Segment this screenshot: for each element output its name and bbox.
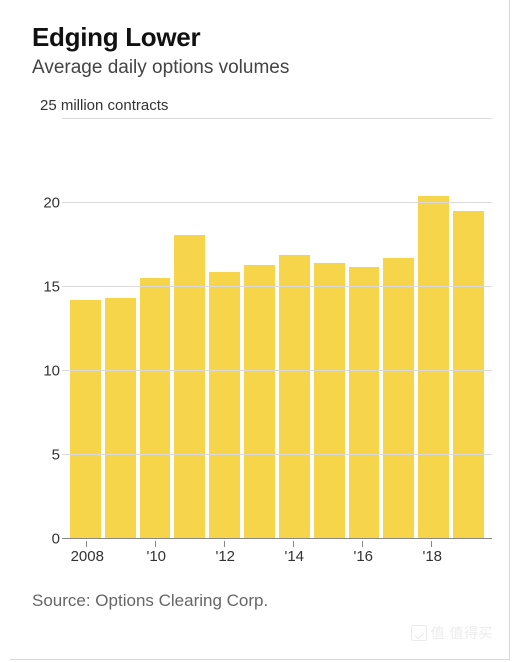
x-slot [105, 541, 140, 565]
x-slot: '12 [208, 541, 243, 565]
gridline [62, 370, 492, 371]
x-tick-label: 2008 [71, 548, 104, 565]
x-slot: '16 [346, 541, 381, 565]
x-slot: '14 [277, 541, 312, 565]
watermark-text: 值 值得买 [431, 623, 493, 643]
plot-region: 05101520 [62, 119, 492, 539]
chart-subtitle: Average daily options volumes [32, 57, 489, 79]
y-axis-unit-label: 25 million contracts [40, 97, 168, 114]
source-text: Source: Options Clearing Corp. [32, 591, 489, 611]
bar [349, 267, 380, 539]
chart-area: 25 million contracts 05101520 2008'10'12… [32, 97, 492, 567]
x-tick [362, 541, 363, 547]
chart-card: Edging Lower Average daily options volum… [10, 0, 510, 660]
y-tick-label: 20 [38, 195, 60, 212]
gridline [62, 202, 492, 203]
x-axis-line [62, 538, 492, 539]
y-tick-label: 10 [38, 363, 60, 380]
bar [70, 300, 101, 538]
bar [383, 258, 414, 538]
y-tick-label: 5 [38, 447, 60, 464]
x-tick-label: '14 [284, 548, 304, 565]
bar [279, 255, 310, 538]
gridline [62, 118, 492, 119]
x-tick-label: '16 [353, 548, 373, 565]
x-tick [155, 541, 156, 547]
x-slot [450, 541, 485, 565]
bar [418, 196, 449, 538]
x-slot [174, 541, 209, 565]
x-tick-label: '10 [146, 548, 166, 565]
x-tick [86, 541, 87, 547]
bar [105, 298, 136, 538]
gridline [62, 286, 492, 287]
bar [314, 263, 345, 538]
watermark-check-icon [411, 625, 427, 641]
bar [140, 278, 171, 538]
y-tick-label: 0 [38, 531, 60, 548]
bar [453, 211, 484, 538]
x-slot: '18 [415, 541, 450, 565]
x-axis-labels: 2008 '10 '12 '14 '16 '18 [62, 541, 492, 565]
bars-container [62, 119, 492, 539]
x-tick [224, 541, 225, 547]
x-slot: '10 [139, 541, 174, 565]
x-tick-label: '12 [215, 548, 235, 565]
gridline [62, 454, 492, 455]
bar [209, 272, 240, 538]
y-tick-label: 15 [38, 279, 60, 296]
x-slot [381, 541, 416, 565]
bar [244, 265, 275, 538]
x-slot: 2008 [70, 541, 105, 565]
x-slot [243, 541, 278, 565]
x-tick-label: '18 [422, 548, 442, 565]
x-tick [431, 541, 432, 547]
watermark: 值 值得买 [411, 623, 493, 643]
chart-title: Edging Lower [32, 22, 489, 53]
x-tick [293, 541, 294, 547]
x-slot [312, 541, 347, 565]
bar [174, 235, 205, 538]
